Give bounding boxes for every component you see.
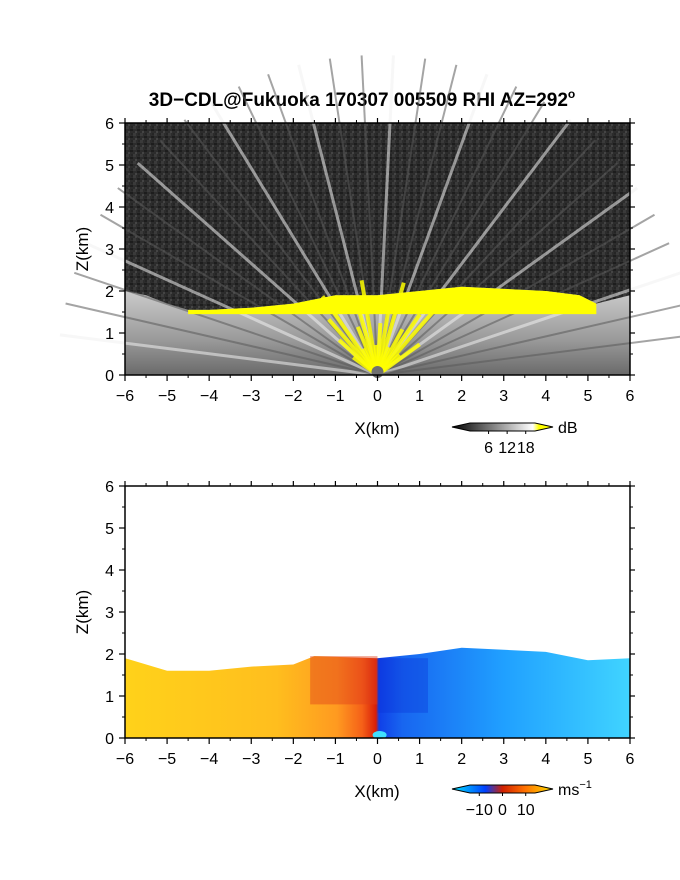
colorbar-tick-label: −10 xyxy=(466,802,493,819)
x-tick-label: −1 xyxy=(326,388,344,405)
y-tick-label: 2 xyxy=(105,647,114,664)
velocity-echo-region xyxy=(125,647,630,738)
radar-site xyxy=(372,731,387,739)
x-tick-label: −6 xyxy=(116,751,134,768)
beam-streak xyxy=(65,302,378,376)
axes: −6 −5 −4 −3 −2 −1 0 1 2 3 4 5 6 0 1 2 3 4 5 6 xyxy=(105,479,635,768)
x-tick-label: −2 xyxy=(284,751,302,768)
x-tick-label: 4 xyxy=(541,751,550,768)
axes: −6 −5 −4 −3 −2 −1 0 1 2 3 4 5 6 0 1 2 3 4 5 6 xyxy=(105,116,635,405)
y-tick-label: 6 xyxy=(105,116,114,133)
beam-streak xyxy=(376,73,489,376)
approaching-core xyxy=(377,658,428,713)
y-tick-label: 2 xyxy=(105,284,114,301)
colorbar-bar xyxy=(451,784,554,794)
beam-streak xyxy=(377,304,680,376)
x-tick-label: −4 xyxy=(200,751,218,768)
y-tick-label: 0 xyxy=(105,731,114,748)
beam-streak xyxy=(376,55,395,376)
strong-echo-band xyxy=(188,286,597,315)
figure-title: 3D−CDL@Fukuoka 170307 005509 RHI AZ=292o xyxy=(149,87,576,111)
velocity-field xyxy=(125,647,630,739)
colorbar-unit: ms−1 xyxy=(558,779,592,799)
reflectivity-field xyxy=(59,55,680,378)
x-tick-label: 5 xyxy=(583,751,592,768)
y-tick-label: 1 xyxy=(105,326,114,343)
y-tick-label: 1 xyxy=(105,689,114,706)
y-tick-label: 5 xyxy=(105,158,114,175)
x-tick-label: 1 xyxy=(415,751,424,768)
x-tick-label: 6 xyxy=(626,388,635,405)
x-tick-label: 4 xyxy=(541,388,550,405)
beam-streak xyxy=(376,162,618,376)
y-tick-label: 0 xyxy=(105,368,114,385)
colorbar-tick-label: 6 xyxy=(484,440,493,457)
colorbar-tick-label: 0 xyxy=(498,802,507,819)
y-tick-label: 6 xyxy=(105,479,114,496)
colorbar-ticks: 6 12 18 xyxy=(484,431,535,457)
x-tick-label: 6 xyxy=(626,751,635,768)
y-tick-label: 3 xyxy=(105,605,114,622)
y-axis-label: Z(km) xyxy=(73,227,92,271)
beam-streak xyxy=(360,55,379,376)
x-tick-label: −6 xyxy=(116,388,134,405)
beam-streak xyxy=(237,86,379,376)
colorbar: dB 6 12 18 xyxy=(451,420,578,457)
beam-streak xyxy=(59,333,378,377)
x-tick-label: −4 xyxy=(200,388,218,405)
x-tick-label: 5 xyxy=(583,388,592,405)
beam-streak xyxy=(376,101,546,376)
beam-streak xyxy=(377,335,680,376)
beam-streak xyxy=(117,187,379,376)
beam-streak xyxy=(376,186,639,377)
beam-streak xyxy=(376,118,572,376)
x-axis-label: X(km) xyxy=(354,419,399,438)
y-tick-label: 4 xyxy=(105,200,114,217)
colorbar-tick-label: 10 xyxy=(517,802,535,819)
y-tick-label: 3 xyxy=(105,242,114,259)
x-tick-label: −5 xyxy=(158,388,176,405)
x-tick-label: 1 xyxy=(415,388,424,405)
beam-streak xyxy=(267,73,379,376)
beam-streak xyxy=(376,86,518,376)
x-tick-label: 2 xyxy=(457,751,466,768)
y-axis-label: Z(km) xyxy=(73,590,92,634)
colorbar-tick-label: 18 xyxy=(517,440,535,457)
y-tick-label: 5 xyxy=(105,521,114,538)
x-tick-label: 2 xyxy=(457,388,466,405)
x-tick-label: −1 xyxy=(326,751,344,768)
colorbar: ms−1 −10 0 10 xyxy=(451,779,592,819)
x-axis-label: X(km) xyxy=(354,782,399,801)
beam-streak xyxy=(183,119,379,376)
beam-streak xyxy=(99,213,379,376)
x-tick-label: 0 xyxy=(373,388,382,405)
strong-echo-spoke xyxy=(376,342,421,377)
x-tick-label: −3 xyxy=(242,751,260,768)
x-tick-label: −3 xyxy=(242,388,260,405)
beam-streak xyxy=(136,161,379,377)
x-tick-label: 3 xyxy=(499,751,508,768)
receding-core xyxy=(310,656,378,705)
x-tick-label: 3 xyxy=(499,388,508,405)
y-tick-label: 4 xyxy=(105,563,114,580)
beam-streak xyxy=(209,101,379,376)
colorbar-tick-label: 12 xyxy=(498,440,516,457)
x-tick-label: −2 xyxy=(284,388,302,405)
x-tick-label: −5 xyxy=(158,751,176,768)
x-tick-label: 0 xyxy=(373,751,382,768)
colorbar-bar xyxy=(451,422,554,432)
colorbar-unit: dB xyxy=(558,420,578,437)
colorbar-ticks: −10 0 10 xyxy=(466,793,535,819)
